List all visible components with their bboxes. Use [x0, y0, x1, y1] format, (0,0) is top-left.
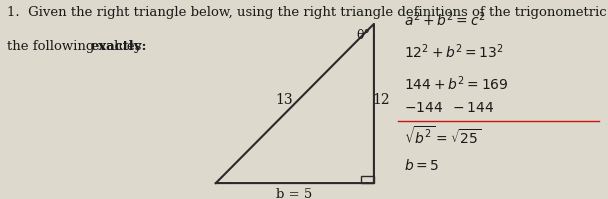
- Text: $\sqrt{b^2} = \sqrt{25}$: $\sqrt{b^2} = \sqrt{25}$: [404, 125, 482, 147]
- Text: $b = 5$: $b = 5$: [404, 158, 440, 173]
- Text: $144 + b^2 = 169$: $144 + b^2 = 169$: [404, 74, 509, 93]
- Text: 12: 12: [373, 93, 390, 106]
- Text: exactly:: exactly:: [91, 40, 147, 53]
- Text: 13: 13: [276, 93, 293, 106]
- Text: θ°: θ°: [356, 29, 370, 42]
- Text: $12^2 + b^2 = 13^2$: $12^2 + b^2 = 13^2$: [404, 42, 504, 61]
- Bar: [361, 176, 374, 183]
- Text: $-144 \;\; -144$: $-144 \;\; -144$: [404, 101, 495, 115]
- Text: b = 5: b = 5: [276, 187, 313, 199]
- Text: 1.  Given the right triangle below, using the right triangle definitions of the : 1. Given the right triangle below, using…: [7, 6, 608, 19]
- Text: $a^2 + b^2 = c^2$: $a^2 + b^2 = c^2$: [404, 11, 486, 29]
- Text: the following values: the following values: [7, 40, 146, 53]
